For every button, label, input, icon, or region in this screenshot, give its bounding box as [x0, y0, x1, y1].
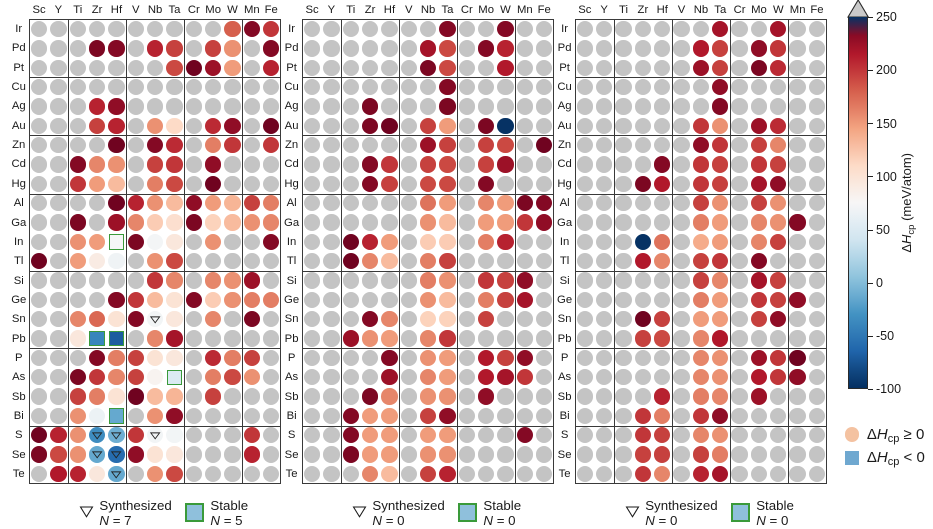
svg-text:ΔHcp (meV/atom): ΔHcp (meV/atom) — [899, 153, 917, 253]
